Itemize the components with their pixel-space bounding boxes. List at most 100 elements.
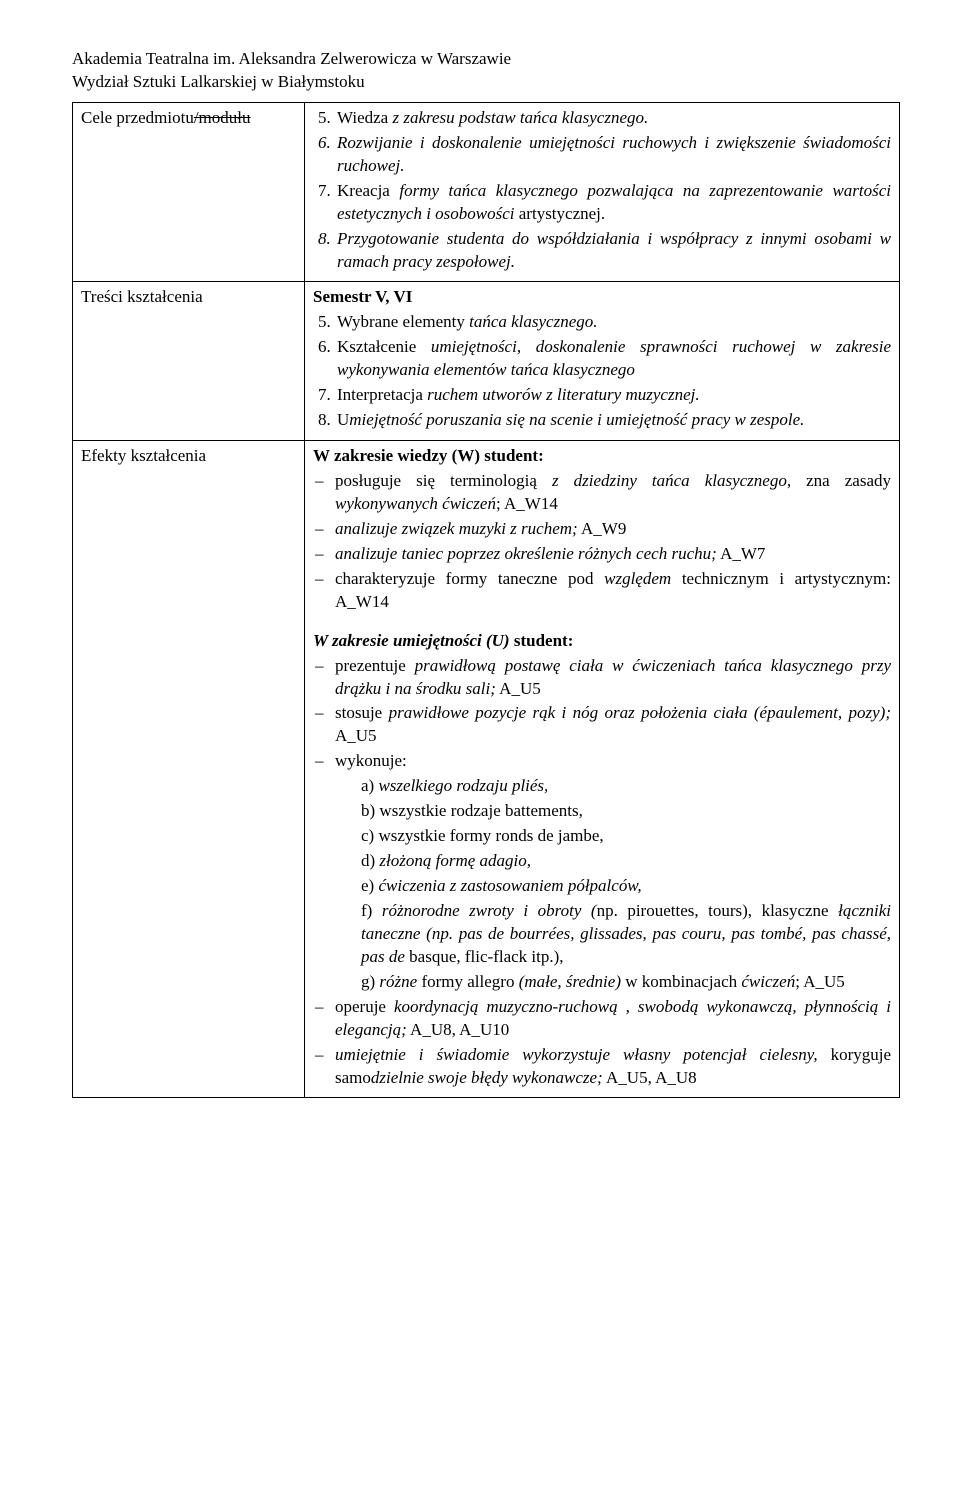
cell-cele-label: Cele przedmiotu/modułu bbox=[73, 102, 305, 282]
u-sub-a: a) wszelkiego rodzaju pliés, bbox=[361, 775, 891, 798]
sub-g-txt-a: formy allegro bbox=[417, 972, 519, 991]
efekty-w-2: analizuje związek muzyki z ruchem; A_W9 bbox=[335, 518, 891, 541]
u4-code: A_U8, A_U10 bbox=[407, 1020, 509, 1039]
sub-c-pre: c) bbox=[361, 826, 378, 845]
row-tresci: Treści kształcenia Semestr V, VI Wybrane… bbox=[73, 282, 900, 441]
cele-item-7: Kreacja formy tańca klasycznego pozwalaj… bbox=[335, 180, 891, 226]
cell-tresci-content: Semestr V, VI Wybrane elementy tańca kla… bbox=[305, 282, 900, 441]
w4-ital: względem bbox=[604, 569, 671, 588]
cell-efekty-label: Efekty kształcenia bbox=[73, 441, 305, 1098]
cele-label-strike: /modułu bbox=[194, 108, 251, 127]
u1-code: A_U5 bbox=[496, 679, 541, 698]
u5-ital: umiejętnie i świadomie wykorzystuje włas… bbox=[335, 1045, 818, 1064]
u2-ital: prawidłowe pozycje rąk i nóg oraz położe… bbox=[389, 703, 891, 722]
cele-7-post: artystycznej. bbox=[515, 204, 606, 223]
w3-ital: analizuje taniec poprzez określenie różn… bbox=[335, 544, 717, 563]
u-sub-c: c) wszystkie formy ronds de jambe, bbox=[361, 825, 891, 848]
tresci-label-text: Treści kształcenia bbox=[81, 286, 296, 309]
sub-f-txt-a: np. pirouettes, tours), klasyczne bbox=[597, 901, 839, 920]
cele-list: Wiedza z zakresu podstaw tańca klasyczne… bbox=[313, 107, 891, 274]
tresci-8-ital: miejętność poruszania się na scenie i um… bbox=[349, 410, 804, 429]
tresci-semestr: Semestr V, VI bbox=[313, 286, 891, 309]
sub-d-ital: złożoną formę adagio, bbox=[379, 851, 531, 870]
sub-c-txt: wszystkie formy ronds de jambe, bbox=[378, 826, 603, 845]
efekty-u-3: wykonuje: a) wszelkiego rodzaju pliés, b… bbox=[335, 750, 891, 993]
cele-7-pre: Kreacja bbox=[337, 181, 399, 200]
cele-item-5: Wiedza z zakresu podstaw tańca klasyczne… bbox=[335, 107, 891, 130]
row-cele: Cele przedmiotu/modułu Wiedza z zakresu … bbox=[73, 102, 900, 282]
page: Akademia Teatralna im. Aleksandra Zelwer… bbox=[0, 0, 960, 1146]
cell-tresci-label: Treści kształcenia bbox=[73, 282, 305, 441]
u-sub-d: d) złożoną formę adagio, bbox=[361, 850, 891, 873]
w1-ital: z dziedziny tańca klasycznego, bbox=[552, 471, 791, 490]
tresci-item-8: Umiejętność poruszania się na scenie i u… bbox=[335, 409, 891, 432]
tresci-8-pre: U bbox=[337, 410, 349, 429]
tresci-5-ital: tańca klasycznego. bbox=[469, 312, 597, 331]
tresci-7-pre: Interpretacja bbox=[337, 385, 427, 404]
tresci-7-ital: ruchem utworów z literatury muzycznej. bbox=[427, 385, 699, 404]
u-sub-g: g) różne formy allegro (małe, średnie) w… bbox=[361, 971, 891, 994]
page-header: Akademia Teatralna im. Aleksandra Zelwer… bbox=[72, 48, 900, 94]
u2-code: A_U5 bbox=[335, 726, 377, 745]
w1-ital2: wykonywanych ćwiczeń bbox=[335, 494, 496, 513]
sub-e-ital: ćwiczenia z zastosowaniem półpalców, bbox=[378, 876, 641, 895]
u2-pre: stosuje bbox=[335, 703, 389, 722]
tresci-list: Wybrane elementy tańca klasycznego. Kszt… bbox=[313, 311, 891, 432]
sub-g-pre: g) bbox=[361, 972, 379, 991]
sub-d-pre: d) bbox=[361, 851, 379, 870]
tresci-5-pre: Wybrane elementy bbox=[337, 312, 469, 331]
cele-7-ital: formy tańca klasycznego pozwalająca na z… bbox=[337, 181, 891, 223]
cell-cele-content: Wiedza z zakresu podstaw tańca klasyczne… bbox=[305, 102, 900, 282]
sub-f-pre: f) bbox=[361, 901, 382, 920]
w1-code: ; A_W14 bbox=[496, 494, 558, 513]
efekty-u-title: W zakresie umiejętności (U) student: bbox=[313, 630, 891, 653]
u1-ital: prawidłową postawę ciała w ćwiczeniach t… bbox=[335, 656, 891, 698]
efekty-u-5: umiejętnie i świadomie wykorzystuje włas… bbox=[335, 1044, 891, 1090]
cele-item-8: Przygotowanie studenta do współdziałania… bbox=[335, 228, 891, 274]
efekty-u-1: prezentuje prawidłową postawę ciała w ćw… bbox=[335, 655, 891, 701]
u-sub-list: a) wszelkiego rodzaju pliés, b) wszystki… bbox=[335, 775, 891, 993]
cele-item-6: Rozwijanie i doskonalenie umiejętności r… bbox=[335, 132, 891, 178]
w1-post1: zna zasady bbox=[791, 471, 891, 490]
u5-code: A_U5, A_U8 bbox=[603, 1068, 697, 1087]
efekty-w-3: analizuje taniec poprzez określenie różn… bbox=[335, 543, 891, 566]
sub-g-ital-a: różne bbox=[379, 972, 417, 991]
sub-a-pre: a) bbox=[361, 776, 378, 795]
efekty-u-2: stosuje prawidłowe pozycje rąk i nóg ora… bbox=[335, 702, 891, 748]
sub-g-ital-b: (małe, średnie) bbox=[519, 972, 621, 991]
u4-pre: operuje bbox=[335, 997, 394, 1016]
syllabus-table: Cele przedmiotu/modułu Wiedza z zakresu … bbox=[72, 102, 900, 1099]
cele-5-ital: z zakresu podstaw tańca klasycznego. bbox=[392, 108, 648, 127]
u-sub-e: e) ćwiczenia z zastosowaniem półpalców, bbox=[361, 875, 891, 898]
sub-f-ital-a: różnorodne zwroty i obroty ( bbox=[382, 901, 597, 920]
sub-b-pre: b) bbox=[361, 801, 379, 820]
efekty-w-title: W zakresie wiedzy (W) student: bbox=[313, 445, 891, 468]
header-line-2: Wydział Sztuki Lalkarskiej w Białymstoku bbox=[72, 71, 900, 94]
cele-5-pre: Wiedza bbox=[337, 108, 392, 127]
efekty-u-4: operuje koordynacją muzyczno-ruchową , s… bbox=[335, 996, 891, 1042]
u-sub-f: f) różnorodne zwroty i obroty (np. pirou… bbox=[361, 900, 891, 969]
tresci-6-pre: Kształcenie bbox=[337, 337, 431, 356]
w4-pre: charakteryzuje formy taneczne pod bbox=[335, 569, 604, 588]
sub-a-ital: wszelkiego rodzaju pliés, bbox=[378, 776, 548, 795]
w2-code: A_W9 bbox=[578, 519, 627, 538]
gap bbox=[313, 616, 891, 630]
u3-txt: wykonuje: bbox=[335, 751, 407, 770]
efekty-label-text: Efekty kształcenia bbox=[81, 445, 296, 468]
efekty-u-list: prezentuje prawidłową postawę ciała w ćw… bbox=[313, 655, 891, 1090]
sub-g-ital-c: ćwiczeń bbox=[741, 972, 795, 991]
tresci-item-6: Kształcenie umiejętności, doskonalenie s… bbox=[335, 336, 891, 382]
u-title-post: student: bbox=[510, 631, 574, 650]
cell-efekty-content: W zakresie wiedzy (W) student: posługuje… bbox=[305, 441, 900, 1098]
sub-g-txt-b: w kombinacjach bbox=[621, 972, 741, 991]
efekty-w-1: posługuje się terminologią z dziedziny t… bbox=[335, 470, 891, 516]
w1-pre: posługuje się terminologią bbox=[335, 471, 552, 490]
sub-g-code: ; A_U5 bbox=[795, 972, 845, 991]
row-efekty: Efekty kształcenia W zakresie wiedzy (W)… bbox=[73, 441, 900, 1098]
efekty-w-list: posługuje się terminologią z dziedziny t… bbox=[313, 470, 891, 614]
u1-pre: prezentuje bbox=[335, 656, 415, 675]
w2-ital: analizuje związek muzyki z ruchem; bbox=[335, 519, 578, 538]
cele-label-prefix: Cele przedmiotu bbox=[81, 108, 194, 127]
sub-f-txt-b: basque, flic-flack itp.), bbox=[405, 947, 564, 966]
header-line-1: Akademia Teatralna im. Aleksandra Zelwer… bbox=[72, 48, 900, 71]
